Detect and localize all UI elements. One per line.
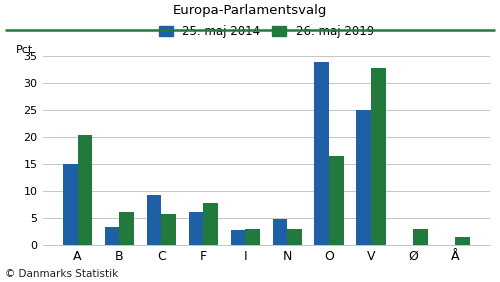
Bar [314,62,329,245]
Bar [455,237,469,245]
Text: Pct.: Pct. [16,45,36,54]
Bar [287,229,302,245]
Bar [162,214,176,245]
Bar [63,164,78,245]
Bar [204,203,218,245]
Text: © Danmarks Statistik: © Danmarks Statistik [5,269,118,279]
Bar [329,156,344,245]
Bar [120,212,134,245]
Bar [246,229,260,245]
Text: Europa-Parlamentsvalg: Europa-Parlamentsvalg [173,4,327,17]
Bar [78,135,92,245]
Bar [272,219,287,245]
Bar [105,227,120,245]
Bar [413,229,428,245]
Bar [371,68,386,245]
Bar [146,195,162,245]
Legend: 25. maj 2014, 26. maj 2019: 25. maj 2014, 26. maj 2019 [154,21,378,43]
Bar [230,230,246,245]
Bar [356,110,371,245]
Bar [188,212,204,245]
